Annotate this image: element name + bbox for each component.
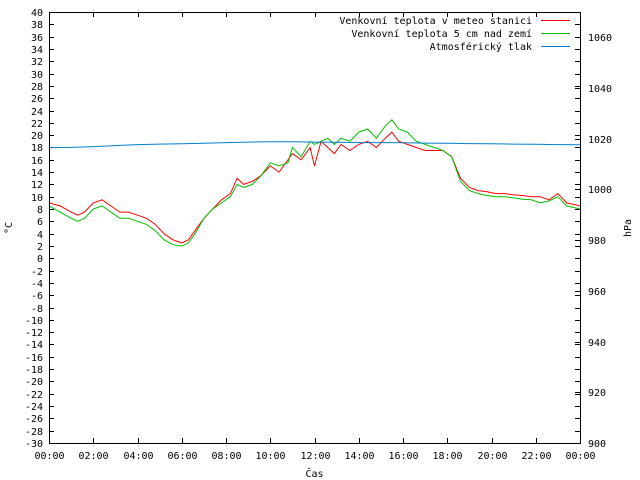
y2-axis-label: hPa xyxy=(623,219,634,237)
y-tick-label: -18 xyxy=(25,365,43,376)
axis-ticks: 4038363432302826242220181614121086420-2-… xyxy=(25,8,612,462)
y-tick-label: -28 xyxy=(25,427,43,438)
y-tick-label: 28 xyxy=(31,82,43,93)
legend-label: Atmosférický tlak xyxy=(430,41,532,53)
x-tick-label: 18:00 xyxy=(432,451,462,462)
y-tick-label: -12 xyxy=(25,328,43,339)
legend-label: Venkovní teplota v meteo stanici xyxy=(339,15,532,27)
y-tick-label: 6 xyxy=(37,217,43,228)
y2-tick-label: 1040 xyxy=(588,84,612,95)
y-tick-label: -4 xyxy=(31,279,43,290)
chart-series xyxy=(48,119,581,247)
y-tick-label: 10 xyxy=(31,193,43,204)
y2-tick-label: 940 xyxy=(588,338,606,349)
y2-tick-label: 920 xyxy=(588,388,606,399)
y2-tick-label: 1020 xyxy=(588,135,612,146)
x-tick-label: 02:00 xyxy=(78,451,108,462)
y-tick-label: -14 xyxy=(25,340,43,351)
x-tick-label: 04:00 xyxy=(123,451,153,462)
y-tick-label: 14 xyxy=(31,168,43,179)
y-tick-label: 34 xyxy=(31,45,43,56)
y-axis-label: °C xyxy=(4,222,15,234)
y-tick-label: -20 xyxy=(25,377,43,388)
y-tick-label: 0 xyxy=(37,254,43,265)
x-tick-label: 00:00 xyxy=(565,451,595,462)
y-tick-label: 40 xyxy=(31,8,43,19)
x-tick-label: 06:00 xyxy=(167,451,197,462)
series-line-1 xyxy=(48,119,581,247)
y-tick-label: -24 xyxy=(25,402,43,413)
y-tick-label: -26 xyxy=(25,414,43,425)
y-tick-label: -2 xyxy=(31,267,43,278)
legend: Venkovní teplota v meteo staniciVenkovní… xyxy=(339,15,570,53)
x-tick-label: 14:00 xyxy=(344,451,374,462)
x-tick-label: 12:00 xyxy=(300,451,330,462)
x-tick-label: 20:00 xyxy=(477,451,507,462)
y-tick-label: 38 xyxy=(31,20,43,31)
legend-label: Venkovní teplota 5 cm nad zemí xyxy=(351,28,532,40)
series-line-2 xyxy=(48,141,581,149)
plot-frame xyxy=(49,12,581,444)
x-axis-label: Čas xyxy=(305,467,323,480)
y-tick-label: 18 xyxy=(31,143,43,154)
y2-tick-label: 900 xyxy=(588,439,606,450)
y-tick-label: 20 xyxy=(31,131,43,142)
y-tick-label: 32 xyxy=(31,57,43,68)
y-tick-label: 12 xyxy=(31,180,43,191)
y-tick-label: -30 xyxy=(25,439,43,450)
y-tick-label: 16 xyxy=(31,156,43,167)
y-tick-label: 8 xyxy=(37,205,43,216)
y2-tick-label: 960 xyxy=(588,287,606,298)
y2-tick-label: 1000 xyxy=(588,185,612,196)
y-tick-label: -22 xyxy=(25,390,43,401)
x-tick-label: 16:00 xyxy=(388,451,418,462)
y-tick-label: 22 xyxy=(31,119,43,130)
x-tick-label: 10:00 xyxy=(255,451,285,462)
y2-tick-label: 980 xyxy=(588,236,606,247)
y-tick-label: 26 xyxy=(31,94,43,105)
y-tick-label: 2 xyxy=(37,242,43,253)
y-tick-label: 4 xyxy=(37,230,43,241)
y-tick-label: 30 xyxy=(31,70,43,81)
y-tick-label: -8 xyxy=(31,304,43,315)
y-tick-label: -6 xyxy=(31,291,43,302)
y-tick-label: 36 xyxy=(31,33,43,44)
series-line-0 xyxy=(48,131,581,244)
x-tick-label: 08:00 xyxy=(211,451,241,462)
x-tick-label: 00:00 xyxy=(34,451,64,462)
y-tick-label: -16 xyxy=(25,353,43,364)
y-tick-label: -10 xyxy=(25,316,43,327)
y2-tick-label: 1060 xyxy=(588,33,612,44)
y-tick-label: 24 xyxy=(31,107,43,118)
x-tick-label: 22:00 xyxy=(521,451,551,462)
